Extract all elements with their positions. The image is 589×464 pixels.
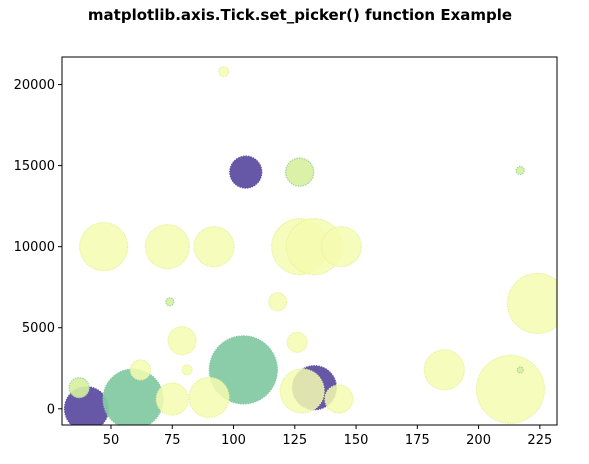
x-tick-label: 75 (164, 433, 181, 448)
y-axis: 0 5000 10000 15000 20000 (14, 78, 62, 417)
scatter-point (515, 165, 525, 176)
y-tick-label: 0 (47, 402, 55, 417)
x-tick-label: 50 (103, 433, 120, 448)
scatter-point (285, 157, 315, 187)
x-tick-label: 200 (466, 433, 491, 448)
scatter-point (286, 331, 308, 353)
scatter-point (181, 364, 193, 376)
scatter-point (423, 349, 465, 391)
scatter-point (475, 354, 546, 424)
chart-title: matplotlib.axis.Tick.set_picker() functi… (88, 6, 512, 24)
scatter-point (324, 384, 354, 414)
scatter-point (193, 226, 235, 268)
scatter-point (102, 368, 164, 425)
scatter-point (167, 326, 197, 356)
y-tick-label: 5000 (22, 321, 55, 336)
scatter-point (188, 376, 230, 419)
scatter-point (268, 292, 288, 312)
axes-frame (61, 56, 558, 426)
x-tick-label: 125 (282, 433, 307, 448)
scatter-point (506, 272, 557, 335)
x-tick-label: 175 (405, 433, 430, 448)
scatter-point (516, 366, 524, 374)
y-tick-label: 10000 (14, 240, 55, 255)
scatter-point (144, 224, 190, 270)
x-tick-label: 100 (221, 433, 246, 448)
scatter-point (129, 359, 152, 381)
x-tick-label: 225 (527, 433, 552, 448)
x-tick-label: 150 (344, 433, 369, 448)
y-tick-label: 20000 (14, 78, 55, 93)
scatter-points (63, 65, 557, 425)
scatter-point (155, 382, 189, 416)
y-tick-label: 15000 (14, 159, 55, 174)
plot-area: 50 75 100 125 150 175 200 225 0 5000 10000 15000 20… (14, 56, 558, 448)
scatter-point (218, 65, 230, 78)
scatter-point (320, 226, 362, 268)
scatter-point (79, 222, 129, 272)
scatter-point (165, 297, 175, 307)
scatter-point (279, 368, 325, 414)
x-axis: 50 75 100 125 150 175 200 225 (103, 425, 552, 448)
scatter-point (68, 377, 90, 399)
scatter-point (229, 155, 263, 189)
